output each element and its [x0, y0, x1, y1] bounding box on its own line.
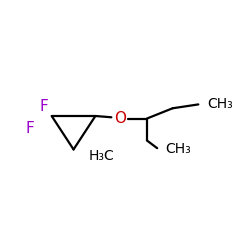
Text: H₃C: H₃C — [89, 149, 115, 163]
Text: F: F — [40, 100, 48, 114]
Text: CH₃: CH₃ — [207, 98, 233, 112]
Text: CH₃: CH₃ — [165, 142, 191, 156]
Text: F: F — [26, 121, 34, 136]
Text: O: O — [114, 111, 126, 126]
